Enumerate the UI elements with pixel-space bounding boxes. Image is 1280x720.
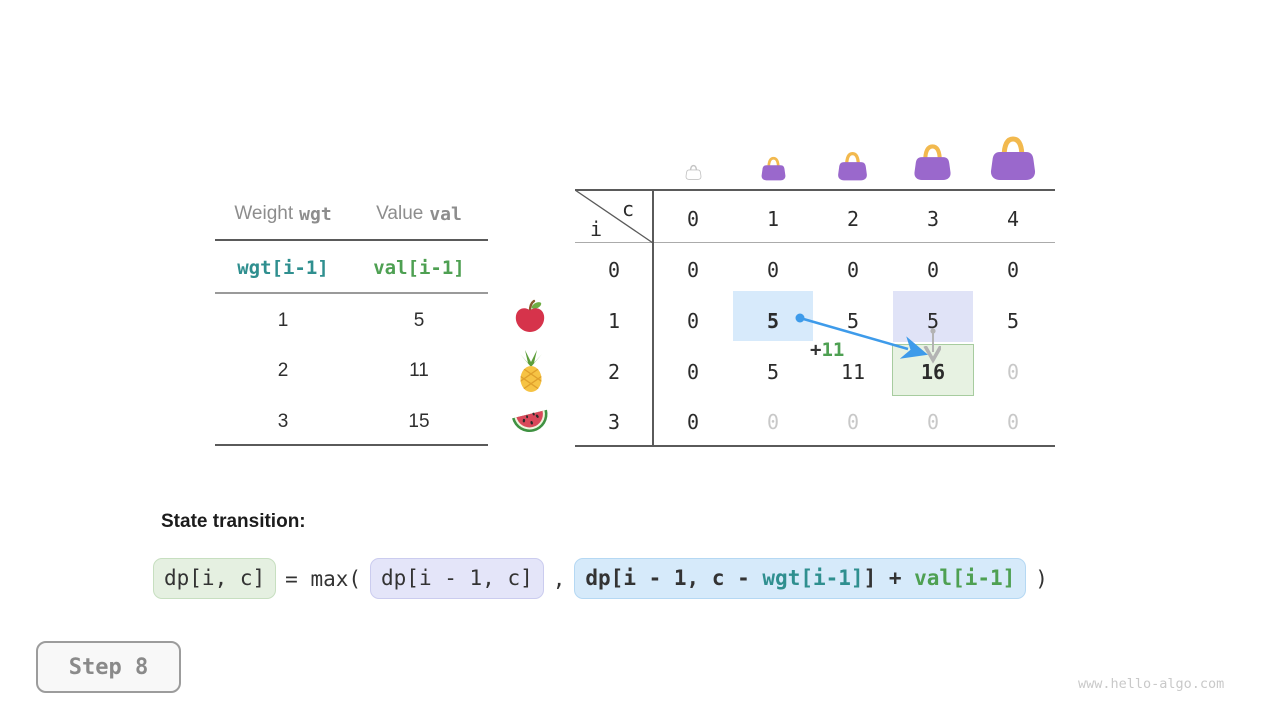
item-weight: 1 (277, 310, 289, 331)
col-label: 0 (686, 207, 700, 231)
formula-arg2-box: dp[i - 1, c - wgt[i-1]] + val[i-1] (574, 558, 1027, 599)
formula-lhs-box: dp[i, c] (153, 558, 277, 599)
formula-operator: = max( (285, 566, 362, 591)
step-button[interactable]: Step 8 (36, 641, 181, 693)
divider (575, 242, 1055, 243)
col-label: 4 (1006, 207, 1020, 231)
watermelon-icon (512, 409, 548, 433)
dp-cell-target: 16 (920, 360, 946, 384)
col-label: 3 (926, 207, 940, 231)
add-value-annotation: +11 (810, 339, 844, 361)
weight-header-code: wgt (299, 203, 332, 225)
item-weight: 2 (277, 360, 289, 381)
arg2-wgt: wgt[i-1] (762, 566, 864, 590)
dp-cell-pending: 0 (846, 410, 860, 434)
item-value: 5 (413, 310, 425, 331)
row-label: 3 (607, 410, 621, 434)
dp-cell-source: 5 (766, 309, 780, 333)
divider (575, 189, 1055, 191)
formula-close-paren: ) (1035, 566, 1048, 591)
row-label: 2 (607, 360, 621, 384)
dp-cell-pending: 0 (1006, 410, 1020, 434)
dp-cell-compare: 5 (926, 309, 940, 333)
handbag-icon (914, 144, 951, 181)
dp-cell: 11 (840, 360, 866, 384)
corner-col-var: c (622, 197, 635, 221)
dp-cell-pending: 0 (1006, 360, 1020, 384)
formula-arg1-box: dp[i - 1, c] (370, 558, 544, 599)
wgt-code-cell: wgt[i-1] (237, 257, 329, 279)
item-value: 11 (409, 360, 429, 381)
state-transition-label: State transition: (161, 511, 306, 532)
item-weight: 3 (277, 411, 289, 432)
dp-cell: 5 (1006, 309, 1020, 333)
divider (215, 292, 488, 294)
formula-comma: , (552, 566, 566, 591)
state-transition-formula: dp[i, c] = max( dp[i - 1, c] , dp[i - 1,… (153, 558, 1048, 599)
value-column-header: Value val (351, 194, 487, 234)
apple-icon (515, 299, 545, 332)
added-value: 11 (821, 339, 845, 361)
dp-cell-pending: 0 (766, 410, 780, 434)
dp-cell: 0 (686, 410, 700, 434)
arg2-text: dp[i - 1, c - (585, 566, 763, 590)
value-header-label: Value (376, 203, 424, 224)
dp-cell: 0 (686, 258, 700, 282)
row-label: 1 (607, 309, 621, 333)
dp-cell: 0 (686, 309, 700, 333)
divider (215, 239, 488, 241)
val-code-cell: val[i-1] (373, 257, 465, 279)
dp-cell: 5 (766, 360, 780, 384)
weight-header-label: Weight (234, 203, 294, 224)
value-header-code: val (429, 203, 462, 225)
arg2-val: val[i-1] (914, 566, 1016, 590)
dp-cell: 0 (766, 258, 780, 282)
dp-cell: 0 (926, 258, 940, 282)
handbag-icon (990, 136, 1036, 180)
handbag-icon (838, 151, 867, 181)
handbag-icon (761, 156, 786, 181)
col-label: 1 (766, 207, 780, 231)
plus-sign: + (810, 339, 822, 361)
handbag-outline-icon (685, 164, 702, 180)
col-label: 2 (846, 207, 860, 231)
weight-column-header: Weight wgt (215, 194, 351, 234)
dp-cell: 0 (846, 258, 860, 282)
arg2-text: ] + (863, 566, 915, 590)
dp-cell: 0 (1006, 258, 1020, 282)
divider (215, 444, 488, 446)
dp-cell: 5 (846, 309, 860, 333)
dp-cell-pending: 0 (926, 410, 940, 434)
divider (575, 445, 1055, 447)
row-label: 0 (607, 258, 621, 282)
pineapple-icon (520, 350, 542, 392)
corner-diagonal-line (575, 190, 653, 243)
watermark: www.hello-algo.com (1078, 676, 1225, 692)
dp-cell: 0 (686, 360, 700, 384)
corner-row-var: i (590, 217, 603, 241)
item-value: 15 (408, 411, 430, 432)
divider (652, 189, 654, 447)
